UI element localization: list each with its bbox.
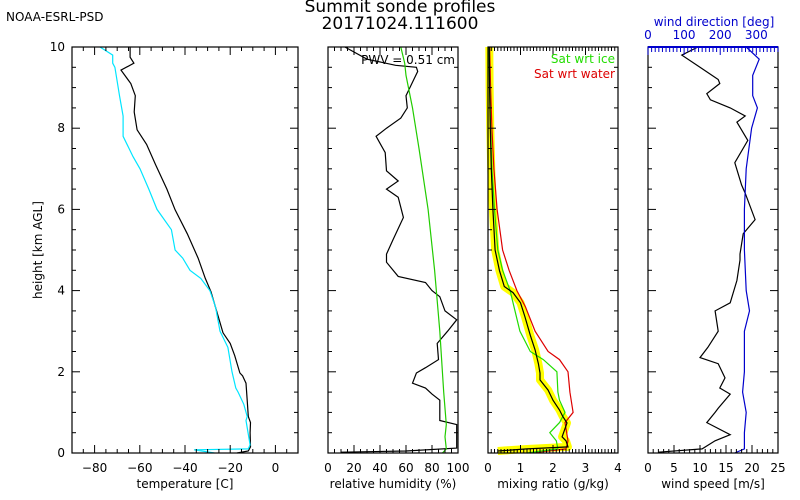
legend-sat-water: Sat wrt water bbox=[534, 67, 615, 81]
x-tick-label: 5 bbox=[670, 461, 678, 475]
series-wind-speed bbox=[658, 46, 756, 453]
x-tick-label: 100 bbox=[447, 461, 470, 475]
plot-frame bbox=[71, 46, 299, 454]
x2-tick-label: 200 bbox=[709, 28, 732, 42]
y-axis-label: height [km AGL] bbox=[31, 201, 45, 299]
x2-tick-label: 300 bbox=[745, 28, 768, 42]
x-axis-label: mixing ratio (g/kg) bbox=[497, 477, 609, 491]
series-sat-wrt-ice bbox=[488, 46, 566, 454]
panel-temperature bbox=[71, 46, 299, 454]
x-tick-label: 3 bbox=[582, 461, 590, 475]
x-tick-label: 4 bbox=[614, 461, 622, 475]
x-tick-label: 2 bbox=[549, 461, 557, 475]
panel-relative_humidity bbox=[327, 46, 459, 454]
y-tick-label: 6 bbox=[57, 202, 65, 216]
y-tick-label: 2 bbox=[57, 365, 65, 379]
x-tick-label: 10 bbox=[692, 461, 707, 475]
legend-sat-ice: Sat wrt ice bbox=[551, 52, 615, 66]
x-tick-label: 25 bbox=[770, 461, 785, 475]
series-dewpoint bbox=[99, 46, 251, 454]
plot-frame bbox=[327, 46, 459, 454]
plot-frame bbox=[647, 46, 779, 454]
y-tick-label: 10 bbox=[50, 40, 65, 54]
panel-mixing_ratio bbox=[485, 46, 619, 455]
series-rh bbox=[340, 46, 458, 453]
x-axis-label: relative humidity (%) bbox=[330, 477, 457, 491]
x-tick-label: −40 bbox=[172, 461, 197, 475]
series-sat-wrt-water bbox=[489, 46, 574, 454]
chart-title: Summit sonde profiles bbox=[304, 0, 496, 17]
x-tick-label: 0 bbox=[484, 461, 492, 475]
y-tick-label: 4 bbox=[57, 284, 65, 298]
x-tick-label: 0 bbox=[324, 461, 332, 475]
x-tick-label: 60 bbox=[398, 461, 413, 475]
org-label: NOAA-ESRL-PSD bbox=[6, 10, 104, 24]
series-rh-wrt-ice bbox=[400, 46, 447, 454]
x-tick-label: 20 bbox=[744, 461, 759, 475]
x-tick-label: 0 bbox=[644, 461, 652, 475]
x-axis-label: wind speed [m/s] bbox=[661, 477, 765, 491]
x-tick-label: 1 bbox=[517, 461, 525, 475]
x-tick-label: 0 bbox=[272, 461, 280, 475]
x2-axis-label: wind direction [deg] bbox=[654, 15, 775, 29]
x-axis-label: temperature [C] bbox=[137, 477, 234, 491]
x-tick-label: −80 bbox=[82, 461, 107, 475]
panel-wind bbox=[647, 46, 779, 454]
x-tick-label: 80 bbox=[424, 461, 439, 475]
series-wind-direction bbox=[734, 46, 760, 454]
y-tick-label: 0 bbox=[57, 446, 65, 460]
series-mixing-ratio bbox=[488, 46, 569, 452]
x-tick-label: 15 bbox=[718, 461, 733, 475]
chart-subtitle: 20171024.111600 bbox=[321, 14, 479, 34]
x-tick-label: −60 bbox=[127, 461, 152, 475]
series-temperature bbox=[120, 47, 252, 454]
y-tick-label: 8 bbox=[57, 121, 65, 135]
x2-tick-label: 100 bbox=[673, 28, 696, 42]
x-tick-label: −20 bbox=[218, 461, 243, 475]
x-tick-label: 20 bbox=[346, 461, 361, 475]
x-tick-label: 40 bbox=[372, 461, 387, 475]
x2-tick-label: 0 bbox=[644, 28, 652, 42]
pwv-annotation: PWV = 0.51 cm bbox=[361, 53, 455, 67]
mixing-ratio-highlight bbox=[485, 46, 572, 455]
